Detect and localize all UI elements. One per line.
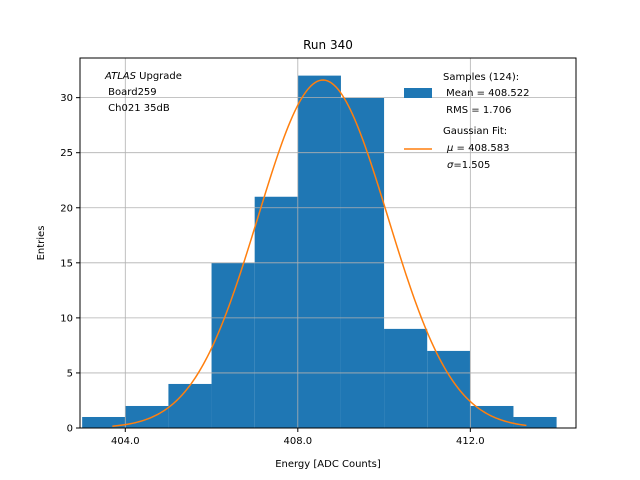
- annotation-upgrade: Upgrade: [136, 71, 182, 82]
- y-axis-ticks: 0 5 10 15 20 25 30: [60, 93, 80, 435]
- y-tick-label: 25: [60, 148, 73, 159]
- grid-lines: [80, 58, 576, 429]
- legend-sigma-value: =1.505: [453, 160, 490, 171]
- histogram-bar: [82, 416, 126, 428]
- annotation-experiment: ATLAS: [104, 71, 137, 82]
- annotation-line-1: ATLAS Upgrade: [104, 71, 182, 82]
- histogram-bar: [254, 196, 298, 428]
- y-tick-label: 5: [67, 368, 73, 379]
- plot-frame: [79, 57, 577, 429]
- y-tick-label: 0: [67, 424, 73, 435]
- legend: Samples (124): Mean = 408.522 RMS = 1.70…: [404, 72, 530, 171]
- gaussian-fit: [112, 79, 527, 427]
- legend-sigma-symbol: σ: [447, 160, 454, 171]
- legend-sigma-label: σ=1.505: [447, 160, 490, 171]
- legend-mu-symbol: μ: [446, 143, 453, 154]
- x-tick-label: 404.0: [111, 436, 140, 447]
- legend-fit-label: Gaussian Fit:: [443, 126, 507, 137]
- x-tick-label: 408.0: [283, 436, 312, 447]
- histogram-bar: [297, 75, 341, 428]
- y-tick-label: 20: [60, 203, 73, 214]
- histogram-bar: [211, 262, 255, 428]
- annotation-board: Board259: [105, 87, 157, 98]
- legend-mean-label: Mean = 408.522: [443, 88, 530, 99]
- x-axis-ticks: 404.0 408.0 412.0: [111, 428, 485, 447]
- histogram-bar: [513, 416, 557, 428]
- y-axis-label: Entries: [36, 226, 47, 261]
- legend-samples-label: Samples (124):: [443, 72, 519, 83]
- annotation-channel: Ch021 35dB: [105, 103, 170, 114]
- y-tick-label: 15: [60, 258, 73, 269]
- legend-samples-swatch: [404, 88, 432, 98]
- legend-mu-label: μ = 408.583: [446, 143, 509, 154]
- y-tick-label: 10: [60, 313, 73, 324]
- histogram-bar: [427, 350, 471, 428]
- x-tick-label: 412.0: [456, 436, 485, 447]
- legend-mu-value: = 408.583: [453, 143, 509, 154]
- legend-rms-label: RMS = 1.706: [443, 105, 511, 116]
- chart-title: Run 340: [303, 38, 353, 52]
- histogram-bar: [125, 405, 169, 428]
- histogram-bar: [168, 383, 212, 428]
- gaussian-fit-line: [112, 79, 527, 427]
- histogram-bar: [384, 328, 428, 428]
- y-tick-label: 30: [60, 93, 73, 104]
- x-axis-label: Energy [ADC Counts]: [275, 459, 381, 470]
